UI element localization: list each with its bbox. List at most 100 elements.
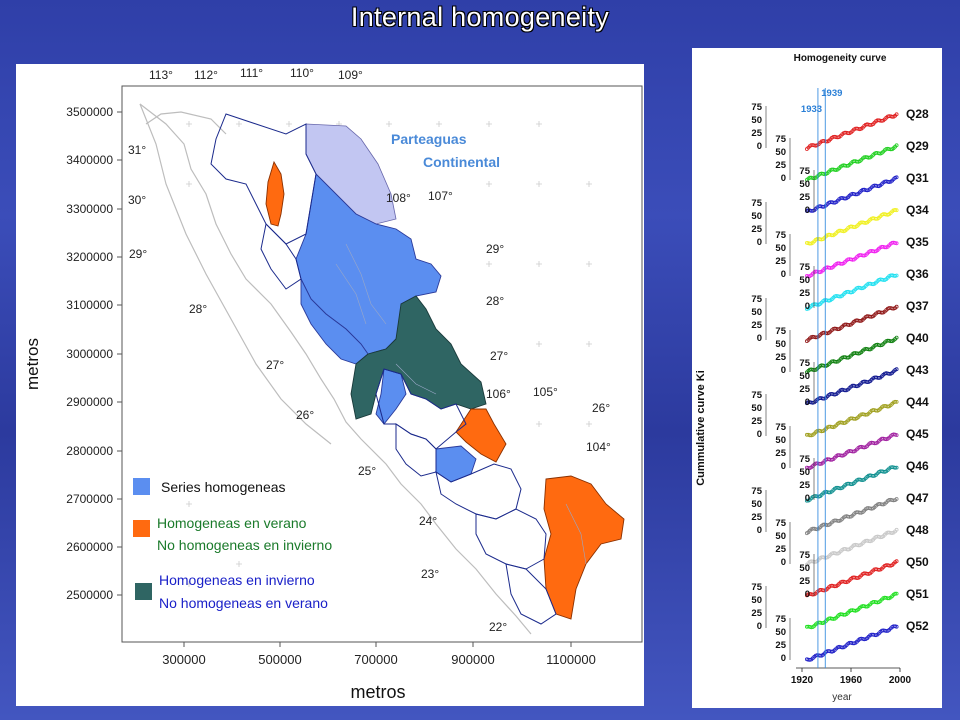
scale-tick-label: 50	[751, 115, 762, 126]
curve-point	[894, 465, 899, 470]
scale-tick-label: 0	[805, 589, 810, 600]
winter-homogeneous-region	[350, 295, 487, 420]
scale-tick-label: 25	[775, 448, 786, 459]
legend-swatch-homog	[133, 478, 150, 495]
curve-point	[843, 196, 848, 201]
x-tick: 700000	[354, 652, 397, 667]
curve-point	[894, 527, 899, 532]
curve-point	[866, 155, 871, 160]
scale-tick-label: 0	[781, 461, 786, 472]
scale-tick-label: 75	[775, 326, 786, 337]
x-tick-labels: 300000 500000 700000 900000 1100000	[162, 652, 596, 667]
scale-tick-label: 0	[781, 557, 786, 568]
y-tick-labels: 3500000 3400000 3300000 3200000 3100000 …	[66, 105, 113, 602]
series-label: Q28	[906, 107, 929, 121]
scale-tick-label: 50	[799, 371, 810, 382]
y-tick: 3200000	[66, 250, 113, 264]
x-tick-label: 1920	[791, 675, 814, 686]
series-label: Q48	[906, 523, 929, 537]
scale-tick-label: 25	[751, 416, 762, 427]
series-label: Q31	[906, 171, 929, 185]
curve-point	[828, 266, 833, 270]
scale-tick-label: 0	[757, 429, 762, 440]
lon-inner-label: 106°	[486, 387, 511, 401]
scale-tick-label: 25	[751, 608, 762, 619]
scale-tick-label: 50	[799, 467, 810, 478]
series-label: Q50	[906, 555, 929, 569]
lat-label: 25°	[358, 464, 376, 478]
scale-tick-label: 50	[799, 275, 810, 286]
lon-inner-label: 104°	[586, 440, 611, 454]
curve-point	[894, 273, 899, 278]
curve-point	[894, 399, 899, 404]
curve-point	[894, 433, 899, 438]
scale-tick-label: 50	[775, 339, 786, 350]
scale-tick-label: 75	[775, 422, 786, 433]
scale-tick-label: 50	[775, 627, 786, 638]
series-label: Q46	[906, 459, 929, 473]
scale-tick-label: 75	[799, 550, 810, 561]
scale-tick-label: 75	[799, 454, 810, 465]
curve-point	[894, 208, 899, 213]
legend-swatch-summer	[133, 520, 150, 537]
scale-tick-label: 75	[799, 262, 810, 273]
divide-label-line1: Parteaguas	[391, 131, 467, 147]
series-label: Q43	[906, 363, 929, 377]
curve-point	[872, 249, 877, 254]
chart-x-label: year	[832, 692, 852, 703]
scale-tick-label: 50	[775, 243, 786, 254]
lat-label: 27°	[266, 358, 284, 372]
curve-point	[894, 241, 899, 246]
scale-tick-label: 0	[757, 621, 762, 632]
y-tick: 2500000	[66, 588, 113, 602]
curve-point	[840, 453, 845, 458]
series-label: Q37	[906, 299, 929, 313]
curve-point	[894, 304, 899, 309]
map-panel: 113° 112° 111° 110° 109° 3500000 3400000…	[16, 64, 644, 706]
curve-point	[894, 367, 899, 372]
series-label: Q29	[906, 139, 929, 153]
curve-point	[893, 241, 898, 245]
curve-point	[891, 498, 896, 503]
lat-label: 26°	[592, 401, 610, 415]
scale-tick-label: 50	[751, 211, 762, 222]
legend-swatch-winter	[135, 583, 152, 600]
scale-tick-label: 0	[757, 333, 762, 344]
scale-tick-label: 25	[799, 480, 810, 491]
year-marker-label: 1933	[801, 104, 822, 115]
lat-label: 31°	[128, 143, 146, 157]
series-label: Q52	[906, 619, 929, 633]
legend-label-winter1: Homogeneas en invierno	[159, 572, 315, 588]
y-tick-marks	[117, 111, 122, 596]
lat-label: 28°	[486, 294, 504, 308]
x-tick-marks	[183, 642, 572, 647]
map-frame	[121, 85, 643, 643]
scale-tick-label: 75	[799, 166, 810, 177]
scale-tick-label: 75	[751, 486, 762, 497]
scale-tick-label: 25	[751, 224, 762, 235]
legend-label-winter2: No homogeneas en verano	[159, 595, 328, 611]
scale-tick-label: 25	[799, 384, 810, 395]
scale-tick-label: 25	[751, 320, 762, 331]
scale-tick-label: 25	[751, 128, 762, 139]
chart-y-label: Cummulative curve Ki	[695, 370, 707, 486]
scale-tick-label: 75	[751, 390, 762, 401]
lat-label: 24°	[419, 514, 437, 528]
scale-tick-label: 25	[799, 576, 810, 587]
y-tick: 3300000	[66, 202, 113, 216]
lon-inner-label: 105°	[533, 385, 558, 399]
chart-title: Homogeneity curve	[794, 53, 887, 64]
scale-tick-label: 25	[775, 544, 786, 555]
coastline	[139, 103, 532, 635]
scale-tick-label: 0	[781, 653, 786, 664]
x-tick-label: 1960	[840, 675, 863, 686]
scale-tick-label: 0	[781, 269, 786, 280]
lat-label: 27°	[490, 349, 508, 363]
scale-tick-label: 75	[751, 198, 762, 209]
series-label: Q40	[906, 331, 929, 345]
y-tick: 2800000	[66, 444, 113, 458]
curve-point	[893, 207, 898, 212]
lat-label: 22°	[489, 620, 507, 634]
lon-label: 109°	[338, 68, 363, 82]
scale-tick-label: 75	[751, 294, 762, 305]
